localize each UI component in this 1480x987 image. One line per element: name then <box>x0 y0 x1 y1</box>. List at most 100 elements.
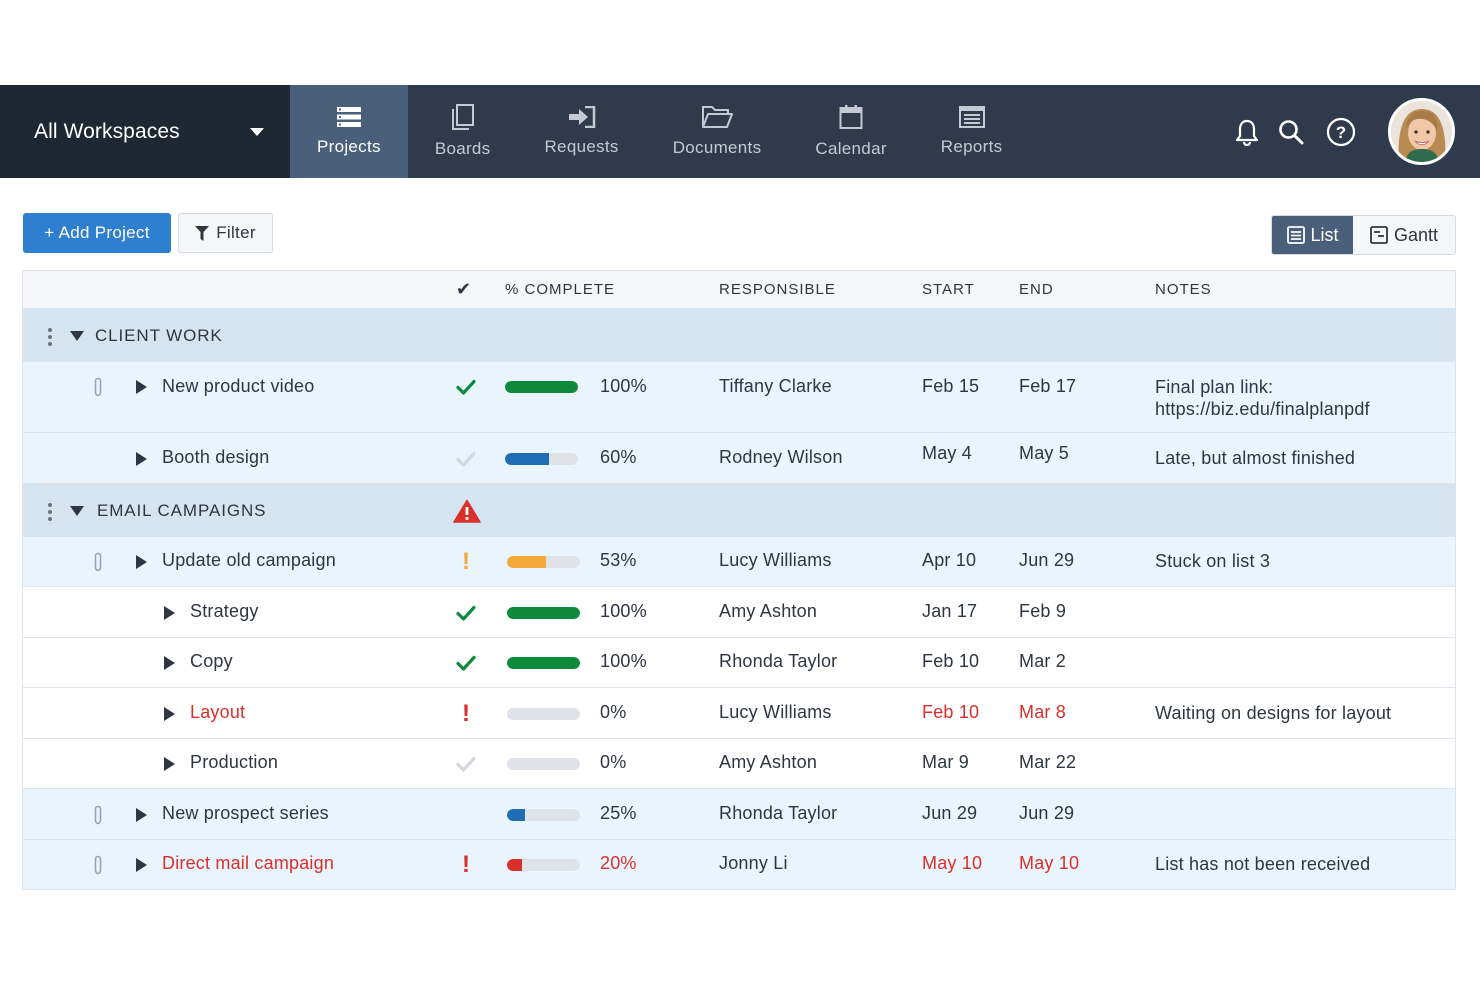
responsible-person[interactable]: Lucy Williams <box>719 550 832 570</box>
table-row[interactable]: New prospect series 25% Rhonda Taylor Jun 2… <box>23 789 1455 840</box>
start-date[interactable]: Feb 10 <box>922 701 980 722</box>
notes-text[interactable]: List has not been received <box>1155 854 1371 874</box>
expand-arrow-icon[interactable] <box>164 757 175 771</box>
tab-calendar[interactable]: Calendar <box>788 85 913 178</box>
warning-triangle-icon <box>453 499 481 523</box>
start-date[interactable]: Mar 9 <box>922 752 970 772</box>
incomplete-check-icon[interactable] <box>456 753 476 775</box>
start-date[interactable]: Apr 10 <box>922 550 977 570</box>
expand-arrow-icon[interactable] <box>136 555 147 569</box>
tab-reports[interactable]: Reports <box>914 85 1030 178</box>
gantt-view-button[interactable]: Gantt <box>1353 216 1455 254</box>
group-row[interactable]: CLIENT WORK <box>23 309 1455 362</box>
responsible-person[interactable]: Rodney Wilson <box>719 446 843 467</box>
complete-column-header[interactable]: % COMPLETE <box>505 281 616 298</box>
expand-arrow-icon[interactable] <box>164 656 175 670</box>
task-name[interactable]: Production <box>190 752 279 772</box>
notes-column-header[interactable]: NOTES <box>1155 281 1212 298</box>
add-project-button[interactable]: + Add Project <box>23 213 171 253</box>
tab-requests[interactable]: Requests <box>517 85 645 178</box>
end-date[interactable]: May 5 <box>1019 442 1070 463</box>
status-column-header[interactable]: ✔ <box>456 279 473 299</box>
responsible-person[interactable]: Lucy Williams <box>719 701 832 722</box>
task-name[interactable]: Strategy <box>190 600 259 621</box>
drag-handle-icon[interactable] <box>48 327 52 349</box>
end-date[interactable]: Jun 29 <box>1019 550 1075 570</box>
expand-arrow-icon[interactable] <box>136 807 147 822</box>
table-row[interactable]: Layout! 0% Lucy Williams Feb 10 Mar 8 Waiting… <box>23 688 1455 739</box>
list-view-label: List <box>1310 224 1339 245</box>
start-column-header[interactable]: START <box>922 281 975 298</box>
user-avatar[interactable] <box>1388 98 1455 165</box>
filter-button[interactable]: Filter <box>178 213 273 253</box>
responsible-person[interactable]: Amy Ashton <box>719 752 818 772</box>
end-date[interactable]: Mar 8 <box>1019 701 1067 722</box>
table-row[interactable]: Strategy 100% Amy Ashton Jan 17 Feb 9 <box>23 587 1455 638</box>
expand-arrow-icon[interactable] <box>136 451 147 466</box>
list-view-button[interactable]: List <box>1272 216 1354 254</box>
help-icon[interactable]: ? <box>1326 117 1356 147</box>
task-name[interactable]: Update old campaign <box>162 550 336 570</box>
bell-icon[interactable] <box>1234 117 1260 147</box>
notes-text[interactable]: Waiting on designs for layout <box>1155 702 1392 723</box>
task-name[interactable]: Layout <box>190 701 246 722</box>
start-date[interactable]: May 10 <box>922 853 983 873</box>
collapse-arrow-icon[interactable] <box>70 330 84 341</box>
table-row[interactable]: Direct mail campaign! 20% Jonny Li May 10 Ma… <box>23 840 1455 890</box>
attachment-icon[interactable] <box>93 552 103 577</box>
table-row[interactable]: Update old campaign! 53% Lucy Williams Apr … <box>23 537 1455 587</box>
workspace-selector[interactable]: All Workspaces <box>0 85 290 178</box>
expand-arrow-icon[interactable] <box>136 380 147 394</box>
expand-arrow-icon[interactable] <box>164 605 175 620</box>
responsible-person[interactable]: Rhonda Taylor <box>719 651 838 671</box>
end-date[interactable]: Feb 9 <box>1019 600 1067 621</box>
responsible-person[interactable]: Jonny Li <box>719 853 788 873</box>
responsible-person[interactable]: Amy Ashton <box>719 600 818 621</box>
start-date[interactable]: Jun 29 <box>922 802 978 823</box>
start-date[interactable]: Feb 10 <box>922 651 980 671</box>
attachment-icon[interactable] <box>93 855 103 880</box>
progress-bar <box>507 657 580 669</box>
end-date[interactable]: Feb 17 <box>1019 376 1077 396</box>
incomplete-check-icon[interactable] <box>456 448 476 470</box>
end-date[interactable]: Mar 2 <box>1019 651 1067 671</box>
tab-documents[interactable]: Documents <box>646 85 789 178</box>
table-row[interactable]: Booth design 60% Rodney Wilson May 4 May 5 La… <box>23 433 1455 484</box>
end-column-header[interactable]: END <box>1019 281 1054 298</box>
table-row[interactable]: Production 0% Amy Ashton Mar 9 Mar 22 <box>23 739 1455 789</box>
table-row[interactable]: New product video 100% Tiffany Clarke Feb 1… <box>23 362 1455 433</box>
progress-bar <box>507 808 580 821</box>
collapse-arrow-icon[interactable] <box>70 505 84 516</box>
search-icon[interactable] <box>1278 117 1304 147</box>
notes-text[interactable]: Stuck on list 3 <box>1155 551 1271 571</box>
start-date[interactable]: Feb 15 <box>922 376 980 396</box>
notes-link[interactable]: https://biz.edu/finalplanpdf <box>1155 399 1370 419</box>
end-date[interactable]: May 10 <box>1019 853 1080 873</box>
complete-check-icon[interactable] <box>456 652 476 674</box>
notes-text[interactable]: Final plan link: <box>1155 377 1274 397</box>
tab-projects[interactable]: Projects <box>290 85 408 178</box>
task-name[interactable]: New prospect series <box>162 802 329 823</box>
attachment-icon[interactable] <box>93 377 103 402</box>
responsible-person[interactable]: Tiffany Clarke <box>719 376 832 396</box>
end-date[interactable]: Mar 22 <box>1019 752 1077 772</box>
notes-text[interactable]: Late, but almost finished <box>1155 447 1356 468</box>
task-name[interactable]: Direct mail campaign <box>162 853 335 873</box>
responsible-column-header[interactable]: RESPONSIBLE <box>719 281 836 298</box>
table-row[interactable]: Copy 100% Rhonda Taylor Feb 10 Mar 2 <box>23 638 1455 688</box>
start-date[interactable]: Jan 17 <box>922 600 978 621</box>
complete-check-icon[interactable] <box>456 376 476 398</box>
task-name[interactable]: New product video <box>162 376 315 396</box>
expand-arrow-icon[interactable] <box>164 706 175 721</box>
responsible-person[interactable]: Rhonda Taylor <box>719 802 838 823</box>
complete-check-icon[interactable] <box>456 602 476 624</box>
end-date[interactable]: Jun 29 <box>1019 802 1075 823</box>
expand-arrow-icon[interactable] <box>136 858 147 872</box>
task-name[interactable]: Booth design <box>162 446 270 467</box>
start-date[interactable]: May 4 <box>922 442 973 463</box>
task-name[interactable]: Copy <box>190 651 233 671</box>
tab-boards[interactable]: Boards <box>408 85 518 178</box>
group-row[interactable]: EMAIL CAMPAIGNS <box>23 484 1455 537</box>
attachment-icon[interactable] <box>93 805 103 830</box>
drag-handle-icon[interactable] <box>48 502 52 524</box>
